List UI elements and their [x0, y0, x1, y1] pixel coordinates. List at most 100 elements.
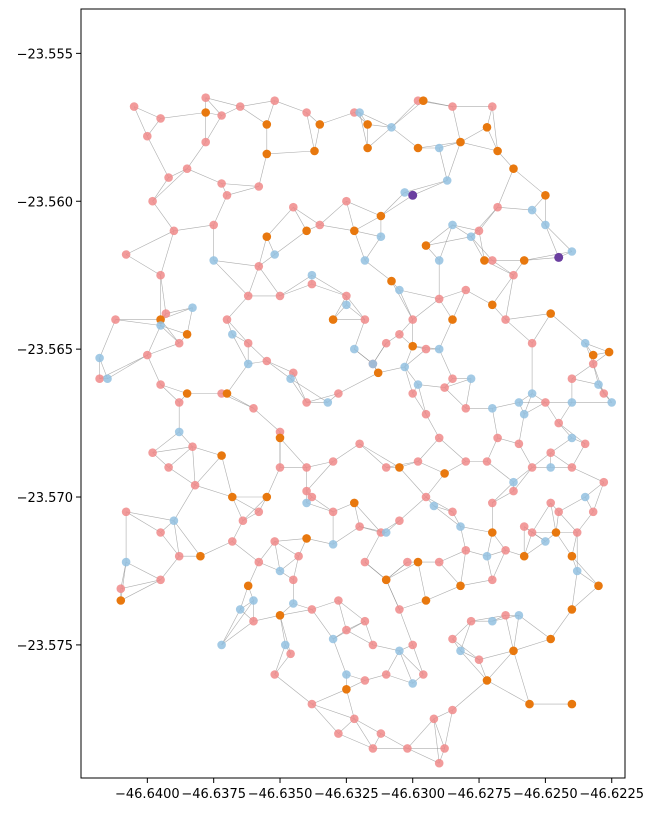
node-point	[228, 492, 237, 502]
street-segment	[205, 115, 222, 143]
street-segment	[306, 461, 334, 492]
street-segment	[417, 384, 427, 415]
node-point	[527, 205, 537, 215]
node-point	[509, 477, 518, 487]
node-point	[421, 409, 431, 419]
street-segment	[460, 621, 472, 651]
street-segment	[147, 342, 180, 356]
node-point	[262, 149, 272, 159]
street-segment	[354, 215, 382, 232]
node-point	[488, 498, 497, 508]
node-point	[188, 303, 197, 313]
street-segment	[311, 703, 339, 734]
street-segment	[412, 644, 424, 675]
street-segment	[147, 354, 161, 385]
street-segment	[518, 615, 551, 640]
street-segment	[346, 689, 355, 719]
node-point	[519, 256, 529, 265]
node-point	[254, 182, 264, 191]
node-point	[567, 374, 577, 384]
node-point	[328, 315, 338, 324]
street-segment	[125, 511, 161, 533]
node-point	[567, 699, 577, 709]
node-point	[448, 315, 457, 324]
node-point	[599, 477, 609, 487]
street-segment	[417, 562, 427, 601]
node-point	[474, 655, 484, 664]
node-point	[514, 439, 524, 449]
node-point	[480, 256, 489, 265]
street-segment	[364, 532, 382, 563]
street-segment	[571, 570, 578, 610]
street-segment	[486, 650, 514, 681]
street-segment	[550, 437, 573, 453]
x-tick-label: −46.6275	[447, 787, 512, 802]
node-point	[238, 516, 248, 525]
street-segment	[311, 609, 334, 640]
node-point	[294, 551, 303, 561]
street-segment	[359, 443, 387, 468]
node-point	[182, 164, 192, 173]
street-segment	[425, 473, 445, 498]
node-point	[307, 279, 317, 289]
street-segment	[399, 496, 427, 521]
node-point	[501, 546, 510, 555]
street-segment	[438, 348, 453, 379]
node-point	[421, 241, 431, 250]
street-segment	[293, 372, 307, 403]
node-point	[275, 433, 285, 443]
street-segment	[332, 638, 347, 675]
node-point	[360, 315, 370, 324]
x-tick-label: −46.6325	[314, 787, 379, 802]
street-segment	[160, 325, 188, 335]
node-point	[456, 646, 465, 656]
street-segment	[274, 230, 307, 255]
street-segment	[232, 334, 249, 365]
street-segment	[240, 106, 267, 125]
street-segment	[505, 615, 514, 651]
node-point	[607, 398, 616, 407]
node-point	[156, 380, 165, 389]
node-point	[262, 120, 272, 129]
street-segment	[417, 437, 440, 462]
street-segment	[165, 307, 193, 314]
street-segment	[247, 266, 260, 297]
street-segment	[391, 127, 419, 149]
street-segment	[274, 541, 281, 572]
street-segment	[125, 230, 175, 255]
street-segment	[423, 100, 453, 107]
street-segment	[195, 484, 233, 498]
node-point	[121, 250, 131, 259]
node-point	[307, 699, 317, 709]
node-point	[217, 640, 226, 650]
street-segment	[338, 372, 379, 394]
street-segment	[460, 550, 467, 586]
node-point	[567, 247, 577, 256]
street-segment	[470, 236, 485, 261]
node-point	[315, 120, 325, 129]
node-point	[174, 338, 184, 348]
node-point	[442, 176, 452, 185]
node-point	[307, 492, 317, 502]
street-segment	[354, 230, 381, 237]
node-point	[546, 463, 555, 472]
street-segment	[258, 153, 268, 187]
street-segment	[571, 467, 604, 483]
street-segment	[399, 289, 413, 320]
street-segment	[213, 260, 259, 267]
node-point	[368, 359, 378, 369]
node-point	[217, 111, 226, 120]
node-point	[368, 640, 378, 650]
street-segment	[205, 97, 241, 107]
street-segment	[279, 609, 312, 616]
node-point	[182, 389, 192, 398]
node-point	[440, 469, 449, 478]
node-point	[434, 256, 444, 265]
street-segment	[266, 206, 294, 237]
node-point	[588, 350, 598, 360]
street-segment	[558, 422, 586, 445]
node-point	[376, 232, 386, 241]
street-segment	[120, 579, 161, 601]
street-segment	[486, 437, 498, 462]
node-point	[434, 344, 444, 354]
